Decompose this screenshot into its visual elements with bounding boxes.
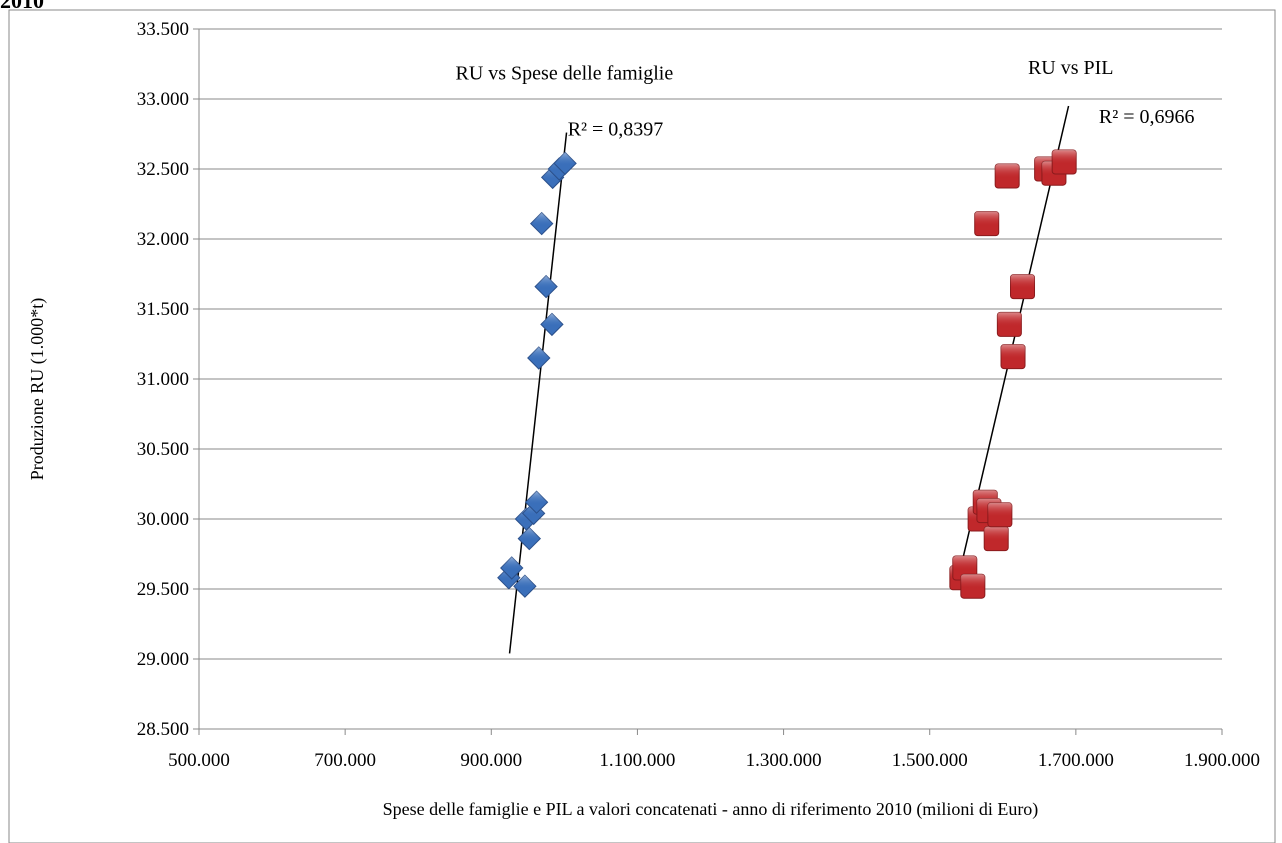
y-tick-label: 31.500 [137, 299, 189, 320]
y-tick-label: 30.000 [137, 509, 189, 530]
square-marker-shine [960, 574, 985, 599]
x-tick-label: 1.100.000 [599, 750, 675, 771]
diamond-marker-shine [497, 566, 520, 589]
chart-area-border [8, 9, 1276, 843]
diamond-marker-shine [527, 347, 550, 369]
chart-labels: 28.500 29.000 29.500 30.000 30.500 31.000 31.5… [27, 19, 1260, 820]
square-marker-shine [974, 211, 999, 236]
y-tick-label: 30.500 [137, 439, 189, 460]
y-tick-label: 33.500 [137, 19, 189, 40]
diamond-marker-shine [554, 152, 577, 175]
diamond-marker-shine [500, 557, 523, 579]
square-marker-shine [987, 502, 1012, 527]
diamond-marker-shine [535, 275, 558, 298]
data-points [497, 149, 1077, 599]
square-marker-shine [995, 164, 1020, 188]
x-tick-label: 1.900.000 [1184, 750, 1260, 771]
diamond-marker-shine [540, 313, 563, 336]
chart-annotation: RU vs PIL [1028, 57, 1114, 79]
y-tick-label: 29.500 [137, 579, 189, 600]
diamond-marker-shine [518, 527, 541, 550]
x-axis-title: Spese delle famiglie e PIL a valori conc… [383, 799, 1039, 820]
square-marker-shine [1010, 274, 1035, 299]
diamond-marker-shine [522, 502, 545, 525]
chart-annotation: RU vs Spese delle famiglie [455, 62, 673, 84]
diamond-marker-shine [530, 212, 553, 235]
gridlines [193, 28, 1222, 730]
diamond-marker-shine [525, 491, 548, 514]
chart-annotation: R² = 0,8397 [568, 118, 664, 140]
square-marker-shine [1052, 150, 1077, 174]
x-tick-label: 500.000 [168, 750, 230, 771]
y-tick-label: 29.000 [137, 649, 189, 670]
x-tick-label: 1.700.000 [1038, 750, 1114, 771]
y-tick-label: 32.500 [137, 159, 189, 180]
x-tick-label: 1.300.000 [746, 750, 822, 771]
diamond-marker-shine [513, 575, 536, 598]
y-axis-title: Produzione RU (1.000*t) [27, 298, 48, 480]
square-marker-shine [1001, 344, 1026, 369]
x-tick-label: 700.000 [314, 750, 376, 771]
axes [198, 29, 1223, 735]
chart-annotation: R² = 0,6966 [1099, 106, 1195, 128]
y-tick-label: 33.000 [137, 89, 189, 110]
y-tick-label: 28.500 [137, 719, 189, 740]
x-tick-label: 900.000 [460, 750, 522, 771]
square-marker-shine [997, 312, 1022, 337]
square-marker-shine [984, 526, 1009, 551]
x-tick-label: 1.500.000 [892, 750, 968, 771]
y-tick-label: 32.000 [137, 229, 189, 250]
y-tick-label: 31.000 [137, 369, 189, 390]
